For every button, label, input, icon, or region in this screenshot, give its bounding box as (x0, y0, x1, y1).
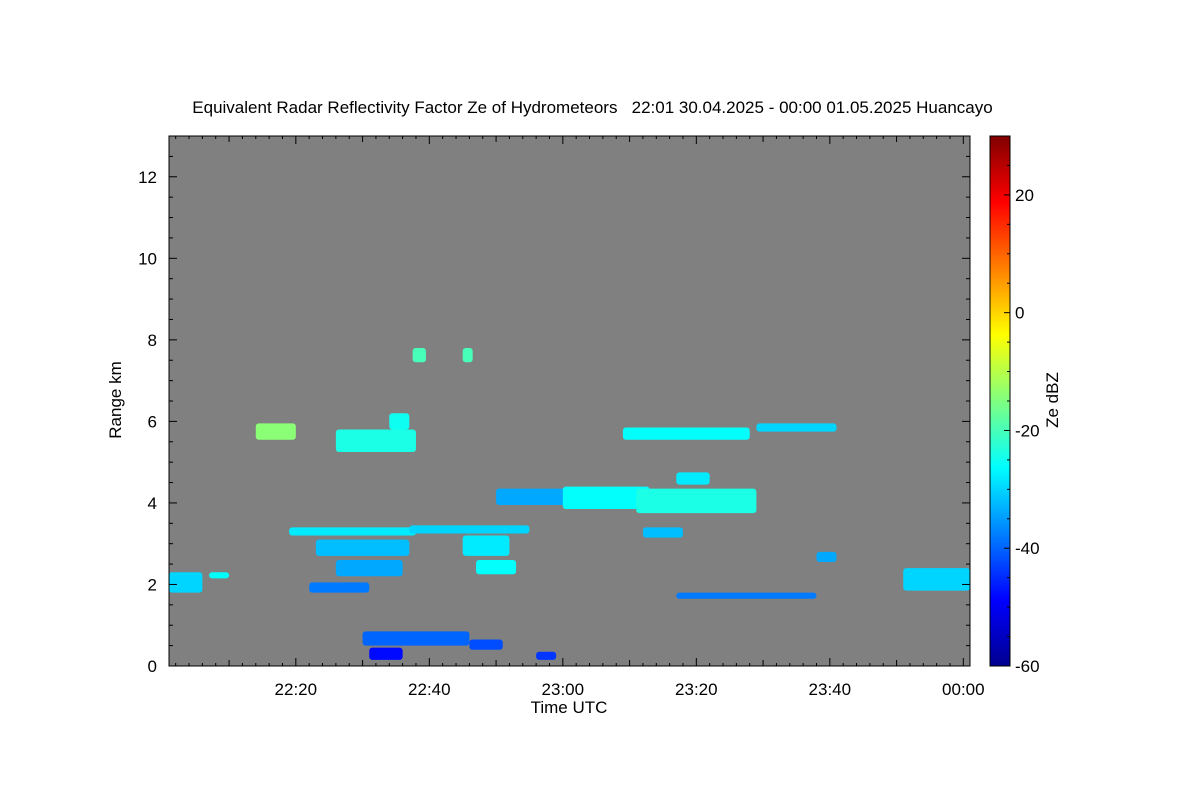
x-axis-label: Time UTC (530, 698, 608, 717)
echo-patch (636, 488, 757, 514)
echo-patch (562, 486, 650, 510)
echo-patch (169, 572, 203, 593)
x-axis-ticks: 22:20 22:40 23:00 23:20 23:40 00:00 (175, 136, 985, 699)
x-tick-label: 23:20 (675, 680, 718, 699)
colorbar-tick-label: -60 (1015, 657, 1040, 676)
echo-patch (255, 423, 296, 440)
colorbar-tick-label: 0 (1015, 304, 1024, 323)
echo-layer (169, 348, 970, 660)
y-tick-label: 12 (138, 168, 157, 187)
y-tick-label: 4 (148, 494, 157, 513)
echo-patch (335, 560, 403, 577)
echo-patch (462, 348, 473, 363)
colorbar-ticks: -60 -40 -20 0 20 (1004, 135, 1040, 676)
y-tick-label: 0 (148, 657, 157, 676)
x-tick-label: 22:40 (408, 680, 451, 699)
y-axis-label: Range km (106, 361, 125, 439)
y-tick-label: 6 (148, 412, 157, 431)
echo-patch (676, 472, 710, 485)
echo-patch (369, 647, 403, 660)
echo-patch (362, 631, 470, 646)
x-tick-label: 22:20 (275, 680, 318, 699)
echo-patch (289, 527, 416, 536)
y-axis-ticks: 0 2 4 6 8 10 12 (138, 135, 970, 676)
colorbar-tick-label: -40 (1015, 539, 1040, 558)
colorbar-tick-label: -20 (1015, 421, 1040, 440)
echo-patch (469, 639, 503, 650)
echo-patch (462, 535, 510, 556)
echo-patch (476, 560, 517, 575)
echo-patch (903, 568, 970, 591)
y-tick-label: 2 (148, 575, 157, 594)
plot-background (169, 136, 970, 666)
y-tick-label: 8 (148, 331, 157, 350)
echo-patch (816, 551, 837, 563)
echo-patch (335, 429, 416, 452)
echo-patch (209, 572, 230, 579)
x-tick-label: 23:40 (809, 680, 852, 699)
x-tick-label: 00:00 (942, 680, 985, 699)
echo-patch (642, 527, 683, 538)
echo-patch (315, 539, 410, 556)
echo-patch (622, 427, 750, 440)
y-tick-label: 10 (138, 249, 157, 268)
echo-patch (496, 488, 570, 505)
colorbar-label: Ze dBZ (1043, 372, 1062, 428)
echo-patch (309, 582, 370, 593)
echo-patch (389, 413, 410, 430)
echo-patch (412, 348, 426, 363)
chart-title: Equivalent Radar Reflectivity Factor Ze … (192, 98, 993, 117)
echo-patch (536, 651, 557, 660)
colorbar-tick-label: 20 (1015, 186, 1034, 205)
echo-patch (676, 592, 817, 599)
echo-patch (409, 525, 530, 534)
echo-patch (756, 423, 837, 432)
x-tick-label: 23:00 (542, 680, 585, 699)
